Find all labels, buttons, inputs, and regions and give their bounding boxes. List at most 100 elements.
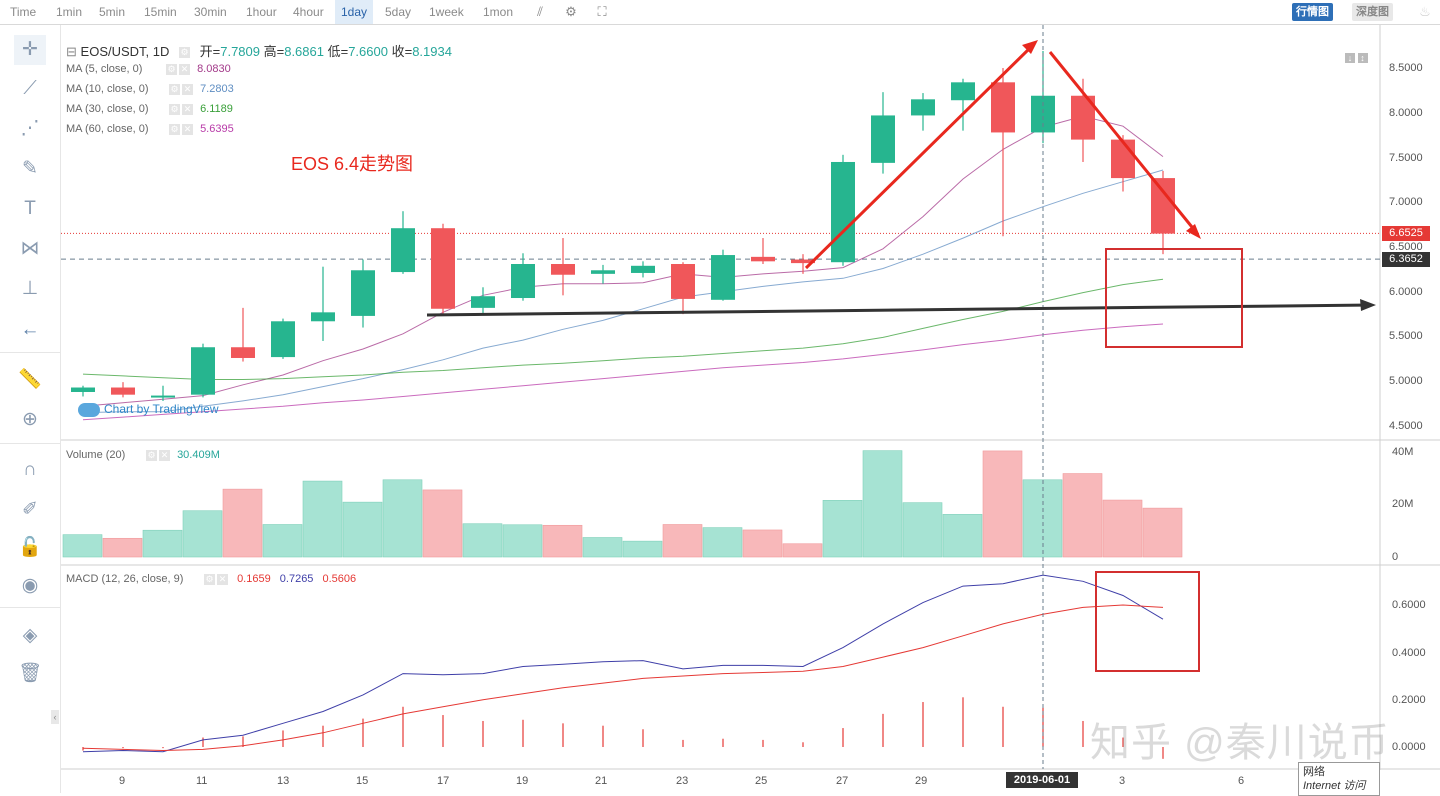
fullscreen-icon[interactable]: ⛶ [597, 4, 607, 19]
candle-body [871, 115, 895, 163]
timeframe-1min[interactable]: 1min [56, 5, 83, 19]
candle-body [151, 395, 175, 398]
tradingview-brand[interactable]: Chart by TradingView [78, 402, 219, 417]
high-label: 高= [263, 44, 285, 59]
volume-value: 30.409M [177, 449, 220, 461]
crosshair-icon[interactable]: ✛ [14, 35, 46, 65]
highlight-box-price[interactable] [1105, 248, 1243, 348]
network-tooltip-title: 网络 [1303, 766, 1325, 778]
price-tick: 5.0000 [1389, 375, 1423, 387]
macd-hist-value: 0.1659 [237, 573, 271, 585]
timeframe-1mon[interactable]: 1mon [483, 5, 514, 19]
macd-tick: 0.2000 [1392, 694, 1426, 706]
candle-body [631, 265, 655, 273]
volume-bar [982, 450, 1023, 558]
up-arrow-head [1022, 40, 1038, 54]
candle-body [191, 347, 215, 395]
candle-body [671, 264, 695, 299]
timeframe-1week[interactable]: 1week [429, 5, 464, 19]
pattern-icon[interactable]: ⋈ [20, 238, 40, 259]
close-label: 收= [391, 44, 413, 59]
collapse-icon[interactable]: ⊟ [66, 44, 77, 59]
macd-signal-value: 0.5606 [322, 573, 357, 585]
arrow-down-icon[interactable]: ↓ [1345, 53, 1355, 63]
ma-label: MA (60, close, 0) [66, 123, 149, 135]
pane-collapse-icon[interactable]: ‹ [51, 710, 59, 724]
timeframe-time[interactable]: Time [10, 5, 37, 19]
fib-icon[interactable]: ⋰ [20, 118, 40, 139]
layers-icon[interactable]: ◈ [22, 625, 38, 646]
gear-icon[interactable]: ⚙ [166, 63, 177, 75]
ma30-legend[interactable]: MA (30, close, 0) ⚙ ✕ 6.1189 [66, 103, 233, 115]
volume-bar [262, 524, 303, 558]
price-tick: 8.5000 [1389, 62, 1423, 74]
volume-label: Volume (20) [66, 449, 126, 461]
x-tick: 13 [277, 775, 290, 787]
volume-bar [622, 540, 663, 558]
volume-bar [1142, 507, 1183, 558]
pane-arrange-buttons[interactable]: ↓ ↕ [1345, 53, 1368, 63]
down-arrow-drawing[interactable] [1048, 51, 1198, 233]
measure-icon[interactable]: ⊥ [21, 278, 39, 299]
macd-legend[interactable]: MACD (12, 26, close, 9) ⚙ ✕ 0.1659 0.7265 … [66, 573, 356, 585]
ma10-legend[interactable]: MA (10, close, 0) ⚙ ✕ 7.2803 [66, 83, 234, 95]
volume-bar [222, 488, 263, 558]
candle-body [911, 99, 935, 116]
ma60-legend[interactable]: MA (60, close, 0) ⚙ ✕ 5.6395 [66, 123, 234, 135]
trash-icon[interactable]: 🗑 [17, 663, 43, 684]
close-icon[interactable]: ✕ [182, 103, 193, 115]
depth-view-button[interactable]: 深度图 [1352, 3, 1393, 21]
gear-icon[interactable]: ⚙ [169, 103, 180, 115]
timeframe-1hour[interactable]: 1hour [246, 5, 277, 19]
settings-small-icon[interactable]: ⚙ [179, 47, 191, 59]
text-icon[interactable]: T [24, 198, 36, 219]
maximize-icon[interactable]: ↕ [1357, 53, 1368, 63]
x-tick: 11 [196, 775, 208, 787]
gear-icon[interactable]: ⚙ [169, 83, 180, 95]
annotation-title[interactable]: EOS 6.4走势图 [291, 154, 414, 174]
candle-body [1151, 178, 1175, 234]
price-tick: 7.5000 [1389, 152, 1423, 164]
gear-icon[interactable]: ⚙ [204, 573, 215, 585]
eye-icon[interactable]: ◉ [21, 575, 39, 596]
timeframe-4hour[interactable]: 4hour [293, 5, 324, 19]
up-arrow-drawing[interactable] [804, 44, 1034, 270]
close-icon[interactable]: ✕ [182, 123, 193, 135]
volume-bar [902, 502, 943, 558]
high-value: 8.6861 [284, 44, 324, 59]
volume-bar [302, 480, 343, 558]
volume-legend[interactable]: Volume (20) ⚙ ✕ 30.409M [66, 449, 220, 461]
timeframe-30min[interactable]: 30min [194, 5, 227, 19]
volume-bar [542, 524, 583, 558]
lock-draw-icon[interactable]: ✐ [22, 499, 38, 520]
close-icon[interactable]: ✕ [159, 449, 170, 461]
timeframe-5min[interactable]: 5min [99, 5, 126, 19]
zoom-icon[interactable]: ⊕ [22, 409, 38, 430]
support-line-drawing[interactable] [426, 303, 1373, 317]
volume-bar [102, 537, 143, 558]
kline-view-button[interactable]: 行情图 [1292, 3, 1333, 21]
magnet-icon[interactable]: ∩ [23, 459, 37, 480]
unlock-icon[interactable]: 🔓 [18, 537, 42, 558]
ma5-legend[interactable]: MA (5, close, 0) ⚙ ✕ 8.0830 [66, 63, 231, 75]
candle-body [271, 321, 295, 358]
close-icon[interactable]: ✕ [182, 83, 193, 95]
settings-icon[interactable]: ⚙ [565, 4, 577, 19]
ma-label: MA (10, close, 0) [66, 83, 149, 95]
gear-icon[interactable]: ⚙ [169, 123, 180, 135]
timeframe-15min[interactable]: 15min [144, 5, 177, 19]
network-tooltip-text: Internet 访问 [1303, 780, 1366, 792]
highlight-box-macd[interactable] [1095, 571, 1200, 672]
candle-type-icon[interactable]: ⫽ [537, 4, 543, 19]
volume-bar [62, 534, 103, 558]
trend-line-icon[interactable]: ⟋ [23, 78, 37, 99]
timeframe-5day[interactable]: 5day [385, 5, 412, 19]
close-icon[interactable]: ✕ [217, 573, 228, 585]
gear-icon[interactable]: ⚙ [146, 449, 157, 461]
brush-icon[interactable]: ✎ [22, 158, 38, 179]
close-icon[interactable]: ✕ [179, 63, 190, 75]
back-arrow-icon[interactable]: ← [20, 319, 40, 340]
ruler-icon[interactable]: 📏 [18, 369, 42, 390]
timeframe-1day[interactable]: 1day [335, 0, 374, 24]
